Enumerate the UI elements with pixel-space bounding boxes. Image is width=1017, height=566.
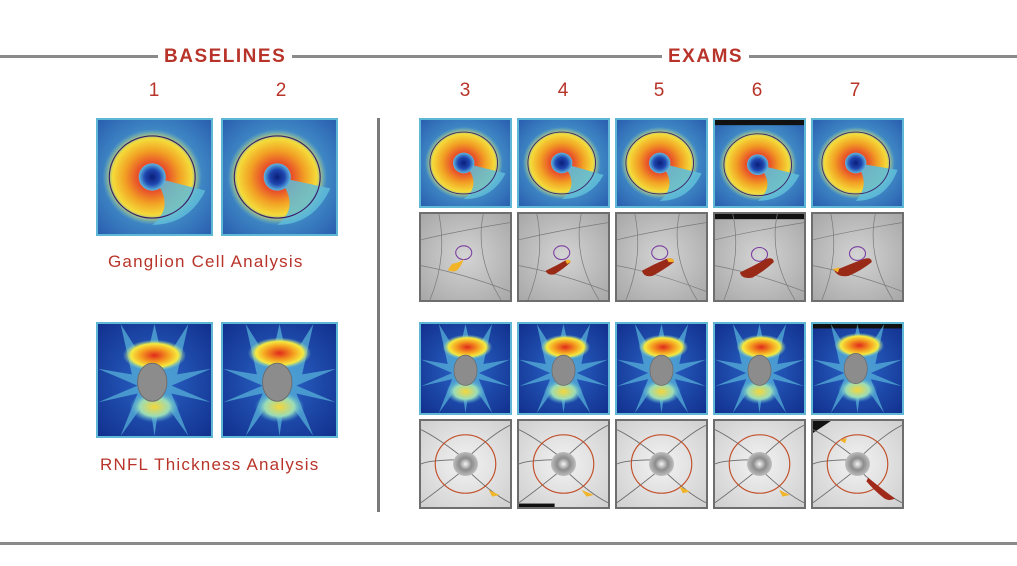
exam-rnfl-map: [517, 322, 610, 415]
exam-rnfl-map: [811, 322, 904, 415]
rnfl-caption: RNFL Thickness Analysis: [100, 455, 320, 474]
column-number: 3: [459, 80, 471, 101]
column-number: 1: [148, 80, 160, 101]
baselines-header: BASELINES: [158, 44, 293, 70]
bottom-rule: [0, 542, 1017, 545]
column-number: 6: [751, 80, 763, 101]
exam-rnfl-map: [419, 322, 512, 415]
exams-header: EXAMS: [662, 44, 750, 70]
exam-ganglion-map: [517, 118, 610, 208]
ganglion-caption: Ganglion Cell Analysis: [108, 252, 304, 271]
column-number: 2: [275, 80, 287, 101]
column-number: 5: [653, 80, 665, 101]
section-divider: [377, 118, 380, 512]
exam-ganglion-map: [419, 118, 512, 208]
exam-rnfl-change-map: [713, 419, 806, 509]
exam-ganglion-map: [713, 118, 806, 208]
exam-rnfl-change-map: [517, 419, 610, 509]
exam-ganglion-map: [615, 118, 708, 208]
column-number: 7: [849, 80, 861, 101]
exam-rnfl-change-map: [811, 419, 904, 509]
exam-rnfl-change-map: [419, 419, 512, 509]
exam-ganglion-change-map: [811, 212, 904, 302]
exam-ganglion-change-map: [615, 212, 708, 302]
exam-ganglion-map: [811, 118, 904, 208]
baseline-ganglion-map: [96, 118, 213, 236]
exam-rnfl-map: [615, 322, 708, 415]
exam-ganglion-change-map: [517, 212, 610, 302]
exam-rnfl-change-map: [615, 419, 708, 509]
baseline-ganglion-map: [221, 118, 338, 236]
exam-ganglion-change-map: [713, 212, 806, 302]
exam-ganglion-change-map: [419, 212, 512, 302]
top-rule: [0, 55, 1017, 58]
baseline-rnfl-map: [96, 322, 213, 438]
column-number: 4: [557, 80, 569, 101]
baseline-rnfl-map: [221, 322, 338, 438]
exam-rnfl-map: [713, 322, 806, 415]
